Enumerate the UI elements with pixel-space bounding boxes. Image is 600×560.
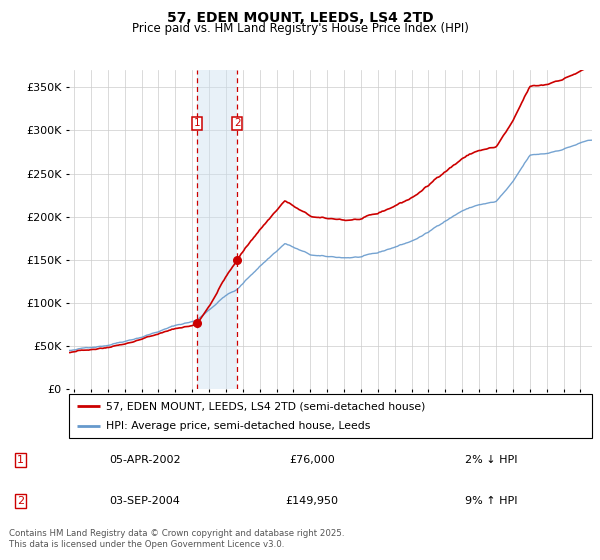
- Text: 2: 2: [17, 496, 24, 506]
- Text: 1: 1: [17, 455, 24, 465]
- Text: Price paid vs. HM Land Registry's House Price Index (HPI): Price paid vs. HM Land Registry's House …: [131, 22, 469, 35]
- Text: 57, EDEN MOUNT, LEEDS, LS4 2TD (semi-detached house): 57, EDEN MOUNT, LEEDS, LS4 2TD (semi-det…: [106, 401, 425, 411]
- Text: 57, EDEN MOUNT, LEEDS, LS4 2TD: 57, EDEN MOUNT, LEEDS, LS4 2TD: [167, 11, 433, 25]
- Text: 2: 2: [234, 119, 241, 128]
- Text: Contains HM Land Registry data © Crown copyright and database right 2025.
This d: Contains HM Land Registry data © Crown c…: [9, 529, 344, 549]
- Text: £149,950: £149,950: [285, 496, 338, 506]
- Text: 2% ↓ HPI: 2% ↓ HPI: [464, 455, 517, 465]
- Bar: [197, 70, 237, 389]
- Text: 1: 1: [193, 119, 200, 128]
- Text: 9% ↑ HPI: 9% ↑ HPI: [464, 496, 517, 506]
- Text: 05-APR-2002: 05-APR-2002: [109, 455, 181, 465]
- FancyBboxPatch shape: [69, 394, 592, 438]
- Text: £76,000: £76,000: [289, 455, 335, 465]
- Text: HPI: Average price, semi-detached house, Leeds: HPI: Average price, semi-detached house,…: [106, 421, 370, 431]
- Text: 03-SEP-2004: 03-SEP-2004: [109, 496, 180, 506]
